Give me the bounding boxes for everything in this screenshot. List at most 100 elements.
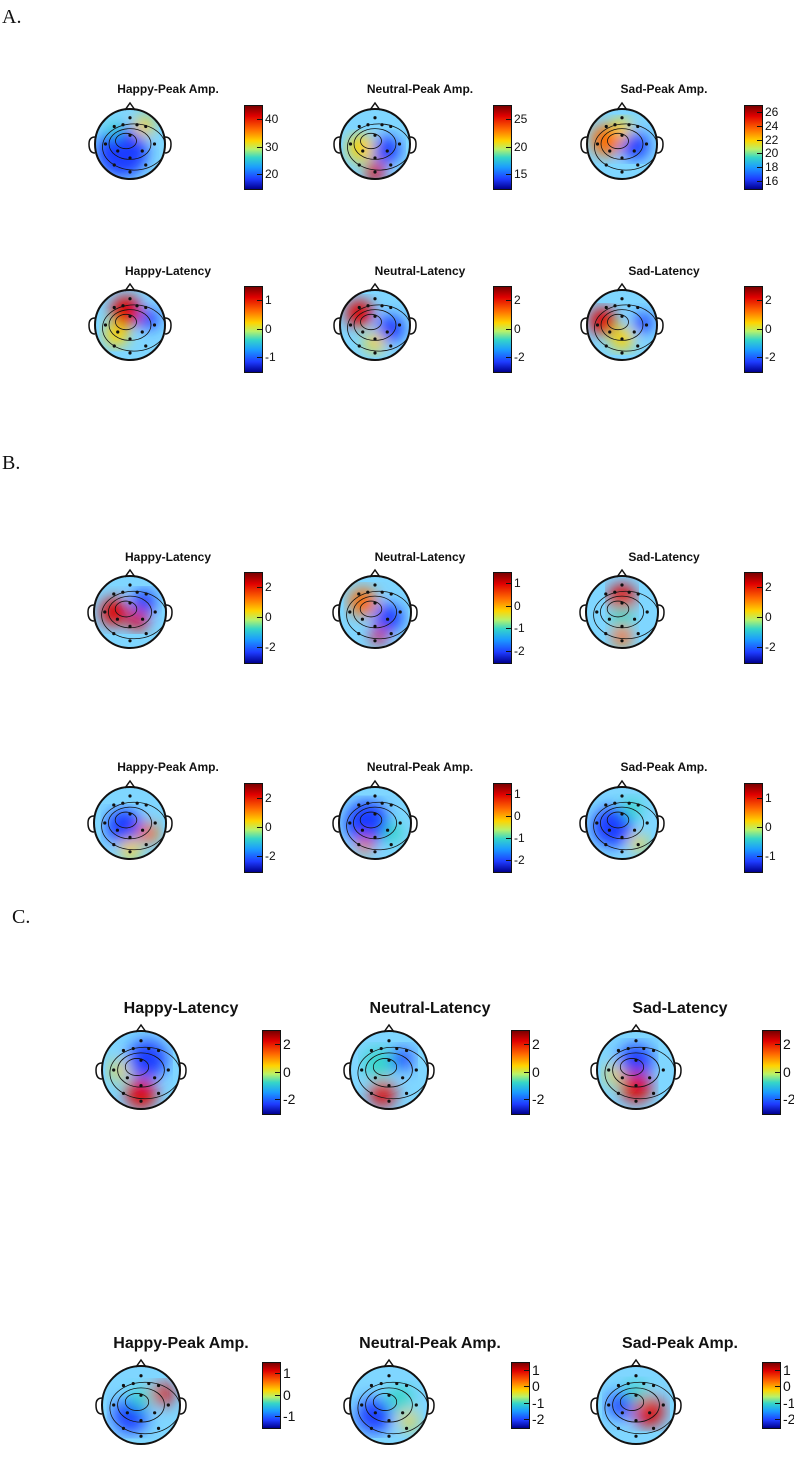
colorbar-tick-label: 2 bbox=[765, 293, 772, 308]
colorbar-tick bbox=[506, 794, 511, 795]
colorbar-tick-label: 40 bbox=[265, 111, 279, 126]
colorbar bbox=[744, 783, 763, 873]
colorbar-tick bbox=[757, 856, 762, 858]
colorbar-tick-label: 15 bbox=[514, 167, 528, 182]
colorbar-tick-label: -1 bbox=[265, 349, 276, 364]
colorbar-tick-label: -1 bbox=[765, 849, 776, 864]
colorbar-tick-label: -1 bbox=[514, 831, 525, 845]
colorbar-tick bbox=[506, 605, 511, 607]
scalp-map bbox=[590, 1358, 682, 1445]
colorbar-tick-label: 0 bbox=[265, 820, 272, 834]
colorbar-tick-label: -2 bbox=[514, 349, 525, 364]
colorbar-tick-label: 16 bbox=[765, 174, 779, 189]
colorbar-tick bbox=[524, 1402, 529, 1404]
colorbar-tick bbox=[275, 1372, 280, 1374]
colorbar-tick bbox=[257, 118, 262, 120]
colorbar-tick-label: 2 bbox=[514, 293, 521, 308]
colorbar-tick bbox=[257, 356, 262, 358]
colorbar-tick bbox=[524, 1099, 529, 1101]
panel-title: Neutral-Latency bbox=[374, 550, 466, 564]
scalp-map bbox=[87, 779, 173, 860]
colorbar-tick-label: 2 bbox=[265, 580, 272, 594]
scalp-map bbox=[332, 779, 418, 860]
panel-title: Happy-Peak Amp. bbox=[117, 760, 219, 774]
colorbar-tick-label: 0 bbox=[265, 610, 272, 624]
colorbar-tick bbox=[506, 300, 511, 302]
colorbar-tick-label: -2 bbox=[765, 349, 776, 364]
colorbar-tick-label: 0 bbox=[283, 1063, 291, 1080]
colorbar-tick bbox=[757, 827, 762, 828]
colorbar-tick-label: 30 bbox=[265, 139, 279, 154]
colorbar-tick bbox=[275, 1043, 280, 1045]
scalp-map bbox=[580, 282, 664, 361]
colorbar-tick-label: 0 bbox=[783, 1378, 791, 1395]
colorbar-tick-label: 26 bbox=[765, 104, 779, 119]
colorbar-tick-label: 18 bbox=[765, 160, 779, 175]
colorbar-tick bbox=[257, 797, 262, 799]
colorbar-tick bbox=[757, 111, 762, 113]
colorbar-tick bbox=[257, 174, 262, 176]
panel-title: Happy-Latency bbox=[124, 550, 212, 564]
section-label: B. bbox=[2, 452, 21, 474]
colorbar-tick-label: 20 bbox=[514, 139, 528, 154]
colorbar-tick-label: -1 bbox=[532, 1394, 545, 1411]
colorbar-tick-label: 0 bbox=[765, 610, 772, 624]
colorbar-tick bbox=[506, 583, 511, 585]
colorbar bbox=[744, 105, 763, 190]
colorbar-tick bbox=[775, 1043, 780, 1045]
colorbar-tick bbox=[524, 1418, 529, 1420]
colorbar-tick bbox=[506, 860, 511, 861]
colorbar-tick-label: 22 bbox=[765, 132, 779, 147]
colorbar-tick-label: 0 bbox=[532, 1378, 540, 1395]
colorbar-tick bbox=[257, 827, 262, 828]
colorbar-tick bbox=[257, 587, 262, 588]
scalp-map bbox=[95, 1358, 187, 1445]
colorbar-tick-label: 2 bbox=[283, 1035, 291, 1052]
colorbar-tick bbox=[524, 1071, 529, 1073]
panel-title: Neutral-Peak Amp. bbox=[366, 82, 474, 96]
colorbar-tick bbox=[775, 1418, 780, 1420]
colorbar-tick-label: -2 bbox=[532, 1410, 545, 1427]
colorbar-tick-label: -2 bbox=[783, 1410, 794, 1427]
colorbar bbox=[244, 286, 263, 373]
colorbar bbox=[744, 286, 763, 373]
panel-title: Neutral-Latency bbox=[369, 1000, 491, 1017]
colorbar-tick bbox=[757, 181, 762, 183]
colorbar-tick bbox=[757, 356, 762, 358]
colorbar-tick-label: 20 bbox=[765, 146, 779, 161]
colorbar-tick bbox=[775, 1402, 780, 1404]
colorbar-tick bbox=[506, 118, 511, 120]
colorbar-tick-label: 25 bbox=[514, 111, 528, 126]
colorbar-tick bbox=[257, 647, 262, 648]
colorbar-tick-label: 1 bbox=[532, 1362, 540, 1379]
colorbar-tick-label: 1 bbox=[783, 1362, 791, 1379]
colorbar-tick-label: 20 bbox=[265, 167, 279, 182]
colorbar bbox=[511, 1030, 530, 1115]
colorbar-tick bbox=[757, 125, 762, 127]
colorbar-tick-label: 0 bbox=[532, 1063, 540, 1080]
colorbar-tick-label: 0 bbox=[765, 820, 772, 834]
colorbar-tick bbox=[524, 1370, 529, 1372]
colorbar-tick-label: -2 bbox=[765, 640, 776, 654]
colorbar-tick bbox=[506, 356, 511, 358]
colorbar-tick-label: -1 bbox=[514, 621, 525, 636]
colorbar-tick bbox=[257, 328, 262, 330]
colorbar-tick-label: -2 bbox=[532, 1091, 545, 1108]
colorbar-tick bbox=[524, 1043, 529, 1045]
colorbar-tick-label: 0 bbox=[514, 321, 521, 336]
colorbar-tick-label: -2 bbox=[283, 1091, 296, 1108]
scalp-map bbox=[333, 101, 417, 180]
colorbar-tick bbox=[757, 797, 762, 799]
colorbar-tick-label: -2 bbox=[265, 640, 276, 654]
colorbar-tick bbox=[775, 1071, 780, 1073]
scalp-map bbox=[580, 101, 664, 180]
scalp-map bbox=[579, 779, 665, 860]
colorbar-tick-label: -2 bbox=[514, 853, 525, 867]
panel-title: Happy-Latency bbox=[123, 1000, 239, 1017]
colorbar-tick-label: 0 bbox=[514, 809, 521, 823]
colorbar-tick bbox=[506, 838, 511, 839]
panel-title: Sad-Latency bbox=[628, 264, 700, 278]
colorbar-tick-label: 0 bbox=[283, 1386, 291, 1403]
panel-title: Sad-Peak Amp. bbox=[622, 1335, 738, 1352]
colorbar-tick-label: 1 bbox=[765, 790, 772, 805]
